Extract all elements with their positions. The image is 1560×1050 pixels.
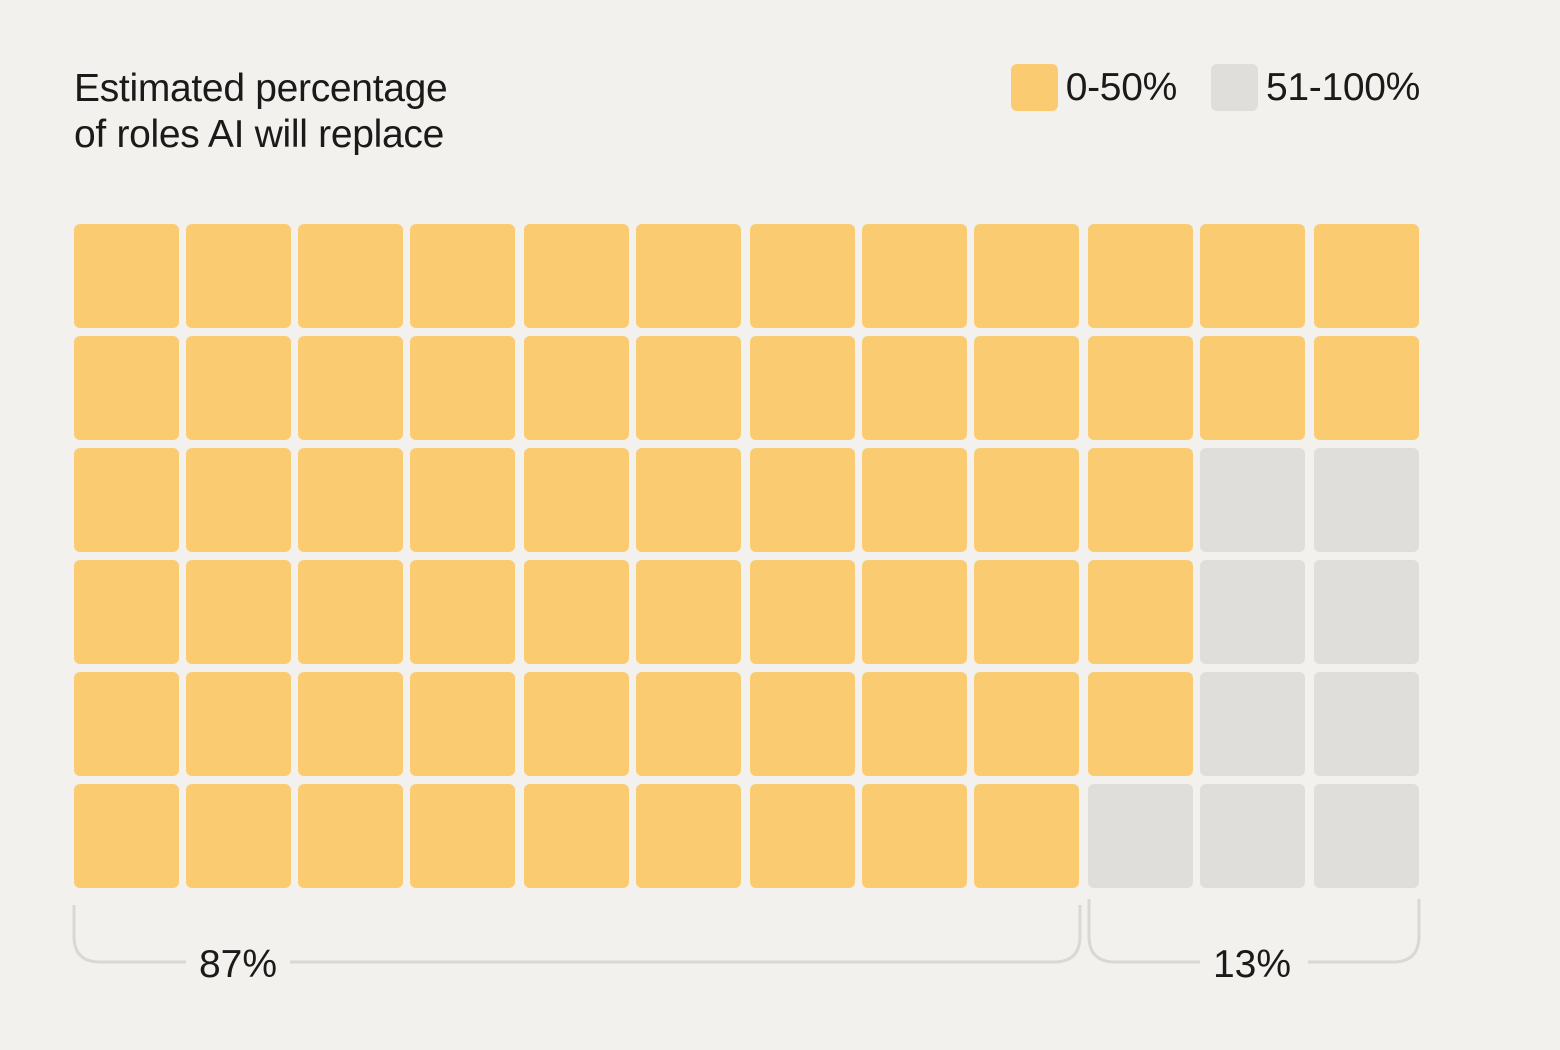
waffle-cell-high bbox=[1200, 448, 1305, 552]
waffle-cell-low bbox=[1314, 336, 1419, 440]
waffle-cell-low bbox=[862, 224, 967, 328]
waffle-cell-low bbox=[862, 560, 967, 664]
waffle-cell-low bbox=[298, 560, 403, 664]
waffle-cell-low bbox=[186, 560, 291, 664]
legend-label-low: 0-50% bbox=[1065, 66, 1178, 109]
waffle-cell-low bbox=[74, 224, 179, 328]
bracket-group: 87% 13% bbox=[72, 899, 1421, 986]
waffle-cell-low bbox=[74, 672, 179, 776]
waffle-cell-low bbox=[974, 448, 1079, 552]
waffle-cell-low bbox=[186, 784, 291, 888]
waffle-cell-low bbox=[862, 784, 967, 888]
waffle-cell-low bbox=[1088, 672, 1193, 776]
waffle-cell-low bbox=[750, 560, 855, 664]
legend-item-low: 0-50% bbox=[1010, 64, 1178, 111]
waffle-cell-low bbox=[1200, 336, 1305, 440]
bracket-low bbox=[72, 905, 1082, 964]
bracket-label-high: 13% bbox=[1213, 943, 1291, 986]
waffle-cell-low bbox=[186, 224, 291, 328]
waffle-cell-low bbox=[74, 560, 179, 664]
waffle-cell-low bbox=[750, 448, 855, 552]
waffle-cell-low bbox=[974, 560, 1079, 664]
waffle-cell-low bbox=[298, 336, 403, 440]
waffle-cell-low bbox=[750, 672, 855, 776]
waffle-cell-low bbox=[298, 448, 403, 552]
waffle-cell-low bbox=[74, 336, 179, 440]
waffle-cell-low bbox=[750, 784, 855, 888]
waffle-grid bbox=[74, 224, 1419, 888]
waffle-cell-low bbox=[1088, 448, 1193, 552]
waffle-cell-low bbox=[862, 448, 967, 552]
waffle-cell-high bbox=[1088, 784, 1193, 888]
waffle-cell-low bbox=[636, 336, 741, 440]
waffle-cell-low bbox=[410, 336, 515, 440]
legend-swatch-high bbox=[1210, 64, 1258, 111]
waffle-cell-low bbox=[186, 672, 291, 776]
waffle-cell-low bbox=[974, 336, 1079, 440]
waffle-cell-low bbox=[524, 448, 629, 552]
bracket-high bbox=[1087, 899, 1421, 964]
waffle-cell-low bbox=[298, 784, 403, 888]
waffle-cell-low bbox=[862, 672, 967, 776]
waffle-cell-low bbox=[524, 672, 629, 776]
waffle-cell-high bbox=[1314, 560, 1419, 664]
waffle-cell-low bbox=[410, 672, 515, 776]
waffle-cell-low bbox=[74, 448, 179, 552]
waffle-cell-low bbox=[636, 784, 741, 888]
waffle-cell-low bbox=[186, 448, 291, 552]
waffle-cell-low bbox=[1200, 224, 1305, 328]
waffle-cell-low bbox=[636, 560, 741, 664]
waffle-cell-low bbox=[1088, 224, 1193, 328]
waffle-cell-low bbox=[410, 784, 515, 888]
waffle-cell-low bbox=[974, 224, 1079, 328]
legend-swatch-low bbox=[1010, 64, 1058, 111]
chart-title-line-2: of roles AI will replace bbox=[74, 113, 444, 156]
waffle-cell-low bbox=[410, 224, 515, 328]
waffle-cell-low bbox=[1314, 224, 1419, 328]
waffle-cell-low bbox=[524, 224, 629, 328]
waffle-cell-low bbox=[974, 672, 1079, 776]
waffle-cell-low bbox=[974, 784, 1079, 888]
waffle-cell-low bbox=[524, 336, 629, 440]
waffle-cell-low bbox=[750, 336, 855, 440]
waffle-cell-high bbox=[1314, 448, 1419, 552]
waffle-cell-low bbox=[750, 224, 855, 328]
waffle-cell-high bbox=[1314, 784, 1419, 888]
waffle-cell-high bbox=[1314, 672, 1419, 776]
waffle-cell-low bbox=[410, 448, 515, 552]
chart-legend: 0-50% 51-100% bbox=[1010, 64, 1420, 111]
bracket-label-low: 87% bbox=[199, 943, 277, 986]
waffle-cell-high bbox=[1200, 672, 1305, 776]
legend-label-high: 51-100% bbox=[1265, 66, 1420, 109]
waffle-cell-low bbox=[524, 784, 629, 888]
waffle-cell-low bbox=[1088, 336, 1193, 440]
waffle-cell-low bbox=[862, 336, 967, 440]
waffle-cell-high bbox=[1200, 784, 1305, 888]
waffle-cell-low bbox=[636, 224, 741, 328]
waffle-cell-low bbox=[636, 448, 741, 552]
waffle-cell-low bbox=[410, 560, 515, 664]
waffle-cell-high bbox=[1200, 560, 1305, 664]
waffle-cell-low bbox=[74, 784, 179, 888]
legend-item-high: 51-100% bbox=[1210, 64, 1420, 111]
waffle-cell-low bbox=[186, 336, 291, 440]
waffle-cell-low bbox=[298, 224, 403, 328]
waffle-cell-low bbox=[1088, 560, 1193, 664]
waffle-cell-low bbox=[524, 560, 629, 664]
waffle-cell-low bbox=[298, 672, 403, 776]
waffle-cell-low bbox=[636, 672, 741, 776]
chart-title-line-1: Estimated percentage bbox=[74, 67, 448, 110]
chart-title: Estimated percentage of roles AI will re… bbox=[74, 66, 594, 158]
